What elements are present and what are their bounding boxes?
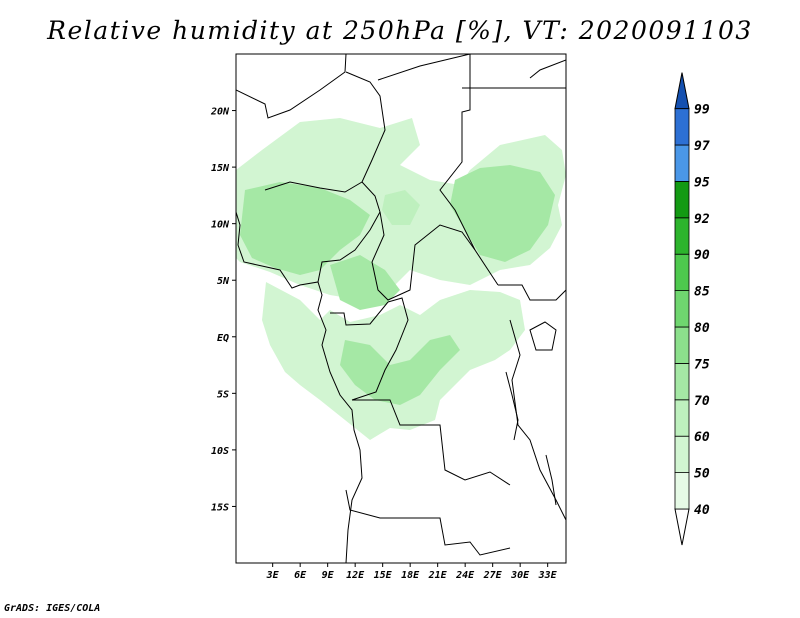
y-tick-label: EQ xyxy=(217,333,229,344)
x-tick-label: 15E xyxy=(374,570,393,581)
colorbar-label: 85 xyxy=(694,285,710,300)
x-tick-label: 3E xyxy=(266,570,280,581)
colorbar-label: 80 xyxy=(694,321,710,336)
colorbar-segment xyxy=(675,327,689,363)
lake-victoria xyxy=(530,322,556,350)
colorbar-label: 95 xyxy=(694,175,710,190)
border-northeast xyxy=(530,60,566,78)
lake-malawi xyxy=(546,455,556,505)
y-tick-label: 15N xyxy=(211,163,230,174)
colorbar-label: 99 xyxy=(694,103,710,118)
x-tick-label: 24E xyxy=(455,570,475,581)
colorbar-segment xyxy=(675,218,689,254)
x-tick-label: 30E xyxy=(510,570,530,581)
y-tick-label: 20N xyxy=(210,107,230,118)
colorbar-low-arrow xyxy=(675,509,689,545)
colorbar-high-arrow xyxy=(675,73,689,109)
grads-credit: GrADS: IGES/COLA xyxy=(4,603,100,614)
colorbar-label: 75 xyxy=(694,357,710,372)
colorbar-segment xyxy=(675,145,689,181)
humidity-region-congo xyxy=(262,282,525,440)
colorbar-segment xyxy=(675,473,689,509)
y-tick-label: 10S xyxy=(211,446,229,457)
x-tick-label: 21E xyxy=(428,570,448,581)
border-algeria-mali xyxy=(236,54,346,118)
colorbar-segment xyxy=(675,181,689,217)
colorbar-label: 40 xyxy=(694,503,710,518)
colorbar-label: 97 xyxy=(694,139,710,154)
y-axis-ticks: 20N 15N 10N 5N EQ 5S 10S 15S xyxy=(210,107,236,514)
x-tick-label: 9E xyxy=(322,570,335,581)
x-axis-ticks: 3E 6E 9E 12E 15E 18E 21E 24E 27E 30E 33E xyxy=(266,563,558,581)
colorbar-segment xyxy=(675,436,689,472)
x-tick-label: 27E xyxy=(483,570,503,581)
colorbar-segment xyxy=(675,363,689,399)
colorbar-segment xyxy=(675,254,689,290)
x-tick-label: 6E xyxy=(294,570,307,581)
colorbar-label: 60 xyxy=(694,430,710,445)
colorbar-segment xyxy=(675,400,689,436)
colorbar-segment xyxy=(675,109,689,145)
colorbar: 40 50 60 70 75 80 85 90 92 95 97 99 xyxy=(675,73,710,545)
y-tick-label: 15S xyxy=(211,502,229,513)
colorbar-segment xyxy=(675,291,689,327)
colorbar-label: 50 xyxy=(694,467,710,482)
colorbar-label: 90 xyxy=(694,248,710,263)
x-tick-label: 18E xyxy=(401,570,420,581)
x-tick-label: 12E xyxy=(346,570,365,581)
colorbar-label: 92 xyxy=(694,212,710,227)
y-tick-label: 5S xyxy=(217,389,229,400)
colorbar-label: 70 xyxy=(694,394,710,409)
y-tick-label: 5N xyxy=(217,276,230,287)
y-tick-label: 10N xyxy=(211,220,230,231)
border-angola-zambia xyxy=(346,490,510,555)
x-tick-label: 33E xyxy=(538,570,558,581)
